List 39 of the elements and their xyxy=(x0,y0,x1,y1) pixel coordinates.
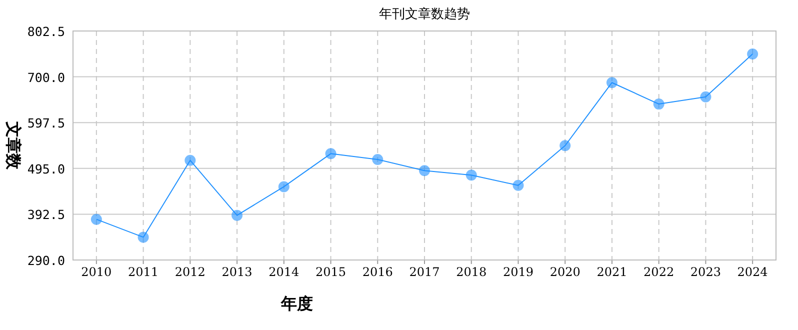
point xyxy=(466,170,477,181)
x-tick-label: 2024 xyxy=(737,265,768,279)
point xyxy=(606,77,618,88)
point xyxy=(278,181,290,192)
x-tick-label: 2022 xyxy=(644,265,674,279)
point xyxy=(419,165,430,176)
x-tick-label: 2021 xyxy=(596,265,628,279)
x-tick-label: 2020 xyxy=(550,265,580,279)
y-tick-label: 700.0 xyxy=(27,70,65,85)
x-tick-label: 2023 xyxy=(690,265,721,279)
y-tick-label: 290.0 xyxy=(27,253,65,268)
point xyxy=(700,91,712,102)
point xyxy=(138,232,149,243)
point xyxy=(653,98,664,110)
x-tick-label: 2018 xyxy=(456,265,487,279)
point xyxy=(90,214,102,225)
point xyxy=(325,148,336,160)
x-tick-label: 2016 xyxy=(362,265,393,279)
point xyxy=(232,210,243,221)
point xyxy=(372,154,384,165)
x-tick-label: 2017 xyxy=(409,265,440,279)
x-tick-label: 2011 xyxy=(128,265,159,279)
x-tick-label: 2019 xyxy=(502,265,534,279)
y-tick-label: 802.5 xyxy=(27,24,65,39)
chart-title: 年刊文章数趋势 xyxy=(379,7,470,22)
point xyxy=(512,180,524,191)
x-tick-label: 2013 xyxy=(222,265,252,279)
x-tick-label: 2012 xyxy=(174,265,206,279)
x-tick-label: 2010 xyxy=(81,265,112,279)
point xyxy=(184,154,196,166)
y-tick-label: 597.5 xyxy=(27,116,65,131)
y-tick-label: 392.5 xyxy=(27,207,65,222)
point xyxy=(560,140,571,152)
x-tick-label: 2015 xyxy=(315,265,346,279)
y-axis-title: 文章数 xyxy=(4,120,23,170)
x-tick-label: 2014 xyxy=(268,265,300,279)
y-tick-label: 495.0 xyxy=(27,161,65,176)
point xyxy=(747,48,758,60)
x-axis-title: 年度 xyxy=(280,294,313,313)
